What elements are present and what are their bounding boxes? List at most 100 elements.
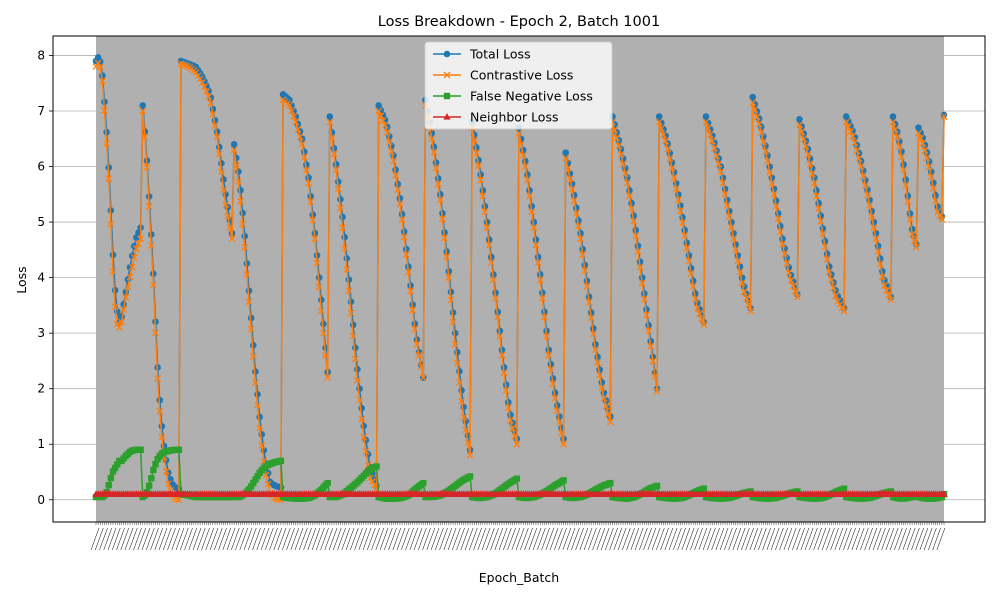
data-point — [855, 155, 863, 163]
data-point — [719, 179, 727, 187]
data-point — [528, 208, 536, 216]
data-point — [506, 416, 514, 424]
data-point — [906, 215, 914, 223]
data-point — [700, 321, 708, 329]
x-tick-label — [316, 527, 325, 551]
data-point — [929, 184, 937, 192]
data-point — [362, 447, 370, 455]
data-point — [851, 139, 859, 147]
data-point — [290, 113, 298, 120]
data-point — [734, 257, 742, 265]
x-tick-label — [354, 527, 363, 551]
data-point — [358, 415, 366, 423]
x-tick-label — [379, 527, 389, 551]
data-point — [893, 133, 901, 141]
legend-label: Neighbor Loss — [470, 110, 558, 125]
x-tick-label — [651, 527, 661, 551]
data-point — [298, 140, 306, 148]
data-point — [413, 340, 421, 348]
x-tick-label — [112, 527, 121, 551]
x-tick-label — [787, 527, 797, 551]
x-tick-label — [800, 527, 810, 551]
x-tick-label — [209, 527, 219, 551]
data-point — [706, 131, 714, 139]
x-tick-label — [341, 527, 351, 551]
data-point — [286, 96, 293, 104]
data-point — [250, 479, 257, 487]
x-tick-label — [137, 527, 146, 551]
data-point — [613, 134, 621, 142]
data-point — [324, 374, 332, 382]
x-tick-label — [643, 527, 652, 551]
data-point — [354, 365, 361, 373]
data-point — [519, 151, 527, 159]
data-point — [708, 137, 716, 145]
x-tick-label — [486, 527, 495, 551]
data-point — [836, 301, 844, 309]
data-point — [577, 235, 585, 243]
data-point — [109, 468, 117, 475]
x-tick-label — [826, 527, 835, 551]
data-point — [738, 279, 746, 287]
x-tick-label — [915, 527, 924, 551]
x-tick-label — [834, 527, 844, 551]
x-tick-label — [401, 527, 410, 551]
data-point — [566, 175, 574, 183]
x-tick-label — [520, 527, 529, 551]
data-point — [434, 180, 442, 188]
data-point — [211, 122, 219, 130]
data-point — [564, 165, 572, 172]
data-point — [902, 181, 910, 189]
data-point — [796, 116, 803, 123]
data-point — [504, 404, 512, 412]
data-point — [545, 351, 553, 359]
x-tick-label — [600, 527, 610, 551]
data-point — [343, 266, 351, 273]
x-tick-label — [456, 527, 465, 551]
x-tick-label — [647, 527, 657, 551]
data-point — [300, 153, 308, 161]
data-point — [821, 243, 829, 251]
x-tick-label — [150, 527, 159, 551]
x-tick-label — [350, 527, 359, 551]
data-point — [111, 303, 119, 311]
data-point — [898, 153, 905, 161]
data-point — [698, 315, 706, 323]
data-point — [222, 201, 230, 209]
data-point — [454, 348, 461, 356]
data-point — [455, 378, 463, 386]
x-tick-label — [422, 527, 431, 551]
x-tick-label — [405, 527, 414, 551]
x-tick-label — [282, 527, 291, 551]
data-point — [226, 223, 234, 231]
data-point — [857, 163, 865, 170]
data-point — [415, 351, 423, 359]
data-point — [532, 241, 540, 249]
data-point — [343, 255, 351, 262]
data-point — [838, 304, 846, 312]
data-point — [628, 205, 636, 213]
data-point — [526, 192, 534, 200]
data-point — [347, 298, 355, 306]
legend-marker — [443, 50, 451, 58]
data-point — [375, 107, 383, 115]
x-tick-label — [694, 527, 703, 551]
data-point — [381, 121, 389, 129]
data-point — [940, 113, 948, 120]
data-point — [910, 237, 918, 245]
data-point — [409, 306, 417, 314]
x-tick-label — [855, 527, 865, 551]
x-tick-label — [333, 527, 342, 551]
data-point — [715, 160, 723, 168]
x-tick-label — [813, 527, 822, 551]
data-point — [617, 151, 625, 159]
data-point — [543, 332, 551, 340]
x-tick-label — [821, 527, 831, 551]
x-tick-label — [923, 527, 933, 551]
data-point — [150, 466, 157, 474]
data-point — [653, 482, 661, 490]
legend-marker — [443, 113, 451, 120]
data-point — [632, 232, 640, 240]
data-point — [625, 192, 633, 200]
data-point — [723, 201, 731, 209]
